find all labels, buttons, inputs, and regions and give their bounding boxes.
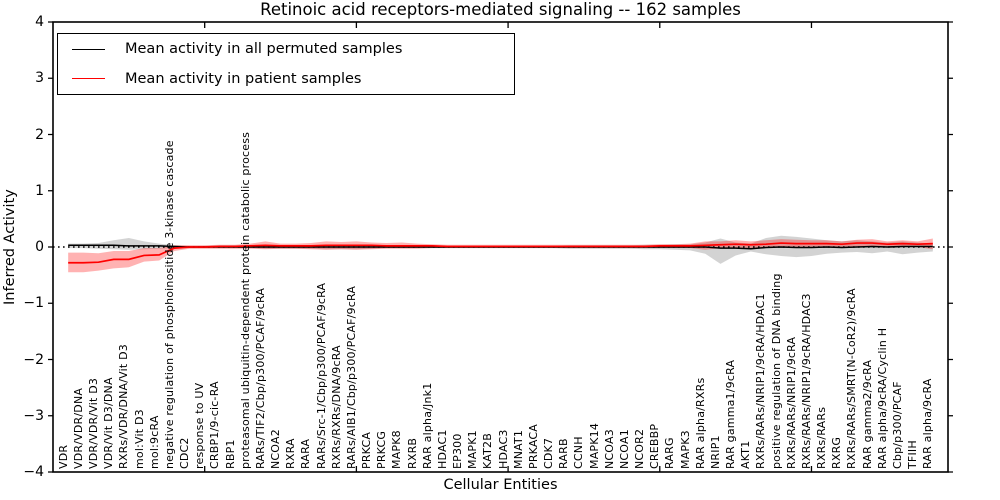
x-tick-label: VDR/Vit D3/DNA — [102, 377, 116, 469]
x-tick-label: RXRB — [405, 437, 419, 469]
x-tick-label: RARs/AIB1/Cbp/p300/PCAF/9cRA — [344, 285, 358, 469]
x-tick-label: PRKCG — [375, 430, 389, 469]
y-tick-label: 4 — [35, 14, 44, 30]
x-tick-label: KAT2B — [481, 433, 495, 469]
x-tick-label: RXRs/RARs/NRIP1/9cRA/HDAC1 — [754, 293, 768, 469]
x-tick-label: RXRs/RARs/NRIP1/9cRA/HDAC3 — [799, 293, 813, 469]
x-tick-label: NCOA3 — [602, 429, 616, 469]
x-tick-label: CREBBP — [648, 423, 662, 469]
x-tick-label: VDR — [56, 444, 70, 469]
x-tick-label: negative regulation of phosphoinositide … — [162, 140, 176, 469]
x-tick-label: MAPK14 — [587, 422, 601, 469]
patient-line-sample-icon — [72, 78, 105, 80]
x-tick-label: NRIP1 — [708, 435, 722, 469]
x-tick-label: RXRA — [284, 438, 298, 469]
x-tick-label: HDAC1 — [435, 429, 449, 469]
x-tick-label: RXRG — [830, 436, 844, 469]
legend-label-patient: Mean activity in patient samples — [125, 70, 362, 87]
x-tick-label: CDC2 — [178, 437, 192, 469]
x-tick-label: mol:9cRA — [147, 415, 161, 469]
y-tick-label: −4 — [23, 464, 44, 480]
x-tick-label: CDK7 — [542, 437, 556, 469]
legend: Mean activity in all permuted samples Me… — [57, 33, 515, 95]
x-tick-label: RXRs/VDR/DNA/Vit D3 — [117, 344, 131, 469]
x-tick-label: MAPK1 — [466, 430, 480, 469]
x-tick-label: PRKACA — [526, 423, 540, 469]
x-tick-label: RARs/Src-1/Cbp/p300/PCAF/9cRA — [314, 282, 328, 469]
x-tick-label: RXRs/RXRs/DNA/9cRA — [329, 345, 343, 469]
x-tick-label: EP300 — [451, 433, 465, 469]
legend-row-permuted: Mean activity in all permuted samples — [58, 35, 514, 63]
permuted-band — [68, 235, 933, 264]
x-tick-label: CRBP1/9-cic-RA — [208, 381, 222, 469]
y-tick-label: −2 — [23, 351, 44, 368]
y-tick-label: 3 — [35, 70, 44, 87]
legend-label-permuted: Mean activity in all permuted samples — [125, 41, 403, 58]
chart-title: Retinoic acid receptors-mediated signali… — [260, 0, 741, 19]
x-tick-label: MNAT1 — [511, 429, 525, 469]
x-tick-label: RAR gamma2/9cRA — [860, 359, 874, 469]
x-tick-label: MAPK3 — [678, 430, 692, 469]
x-tick-label: RAR gamma1/9cRA — [724, 359, 738, 469]
x-tick-label: RBP1 — [223, 439, 237, 469]
x-tick-label: MAPK8 — [390, 430, 404, 469]
x-tick-label: RXRs/RARs/SMRT(N-CoR2)/9cRA — [845, 288, 859, 469]
x-tick-label: RARG — [663, 437, 677, 469]
y-tick-label: −3 — [23, 407, 44, 424]
x-tick-label: mol:Vit D3 — [132, 409, 146, 469]
x-tick-label: RAR alpha/9cRA — [921, 378, 935, 469]
x-tick-label: NCOA2 — [269, 429, 283, 469]
x-tick-label: HDAC3 — [496, 429, 510, 469]
x-tick-label: Cbp/p300/PCAF — [890, 381, 904, 469]
x-tick-label: RXRs/RARs — [815, 406, 829, 469]
x-tick-label: PRKCA — [360, 431, 374, 469]
x-tick-label: RAR alpha/9cRA/Cyclin H — [875, 327, 889, 469]
x-tick-label: RAR alpha/RXRs — [693, 377, 707, 469]
x-tick-label: RXRs/RARs/NRIP1/9cRA — [784, 336, 798, 469]
x-tick-label: RARB — [557, 438, 571, 469]
x-tick-label: positive regulation of DNA binding — [769, 273, 783, 469]
y-tick-label: 0 — [35, 239, 44, 255]
x-tick-label: CCNH — [572, 436, 586, 469]
x-tick-label: RARs/TIF2/Cbp/p300/PCAF/9cRA — [253, 287, 267, 469]
x-tick-label: NCOR2 — [633, 428, 647, 469]
x-axis-label: Cellular Entities — [443, 477, 558, 493]
x-tick-label: TFIIH — [906, 440, 920, 469]
axes-spines — [52, 21, 949, 473]
x-tick-label: NCOA1 — [617, 429, 631, 469]
x-tick-label: VDR/VDR/DNA — [71, 387, 85, 469]
x-tick-label: VDR/VDR/Vit D3 — [87, 377, 100, 469]
x-tick-label: AKT1 — [739, 440, 753, 469]
x-tick-label: proteasomal ubiquitin-dependent protein … — [238, 131, 252, 469]
patient-mean-line — [68, 242, 933, 264]
x-tick-label: RARA — [299, 438, 313, 469]
axis-ticks — [48, 21, 953, 473]
y-tick-label: −1 — [23, 295, 44, 312]
x-tick-label: RAR alpha/Jnk1 — [420, 382, 434, 469]
permuted-line-sample-icon — [72, 48, 105, 50]
y-tick-label: 2 — [35, 126, 44, 143]
legend-row-patient: Mean activity in patient samples — [58, 65, 514, 93]
x-tick-label: response to UV — [193, 382, 207, 469]
y-tick-label: 1 — [35, 182, 44, 199]
